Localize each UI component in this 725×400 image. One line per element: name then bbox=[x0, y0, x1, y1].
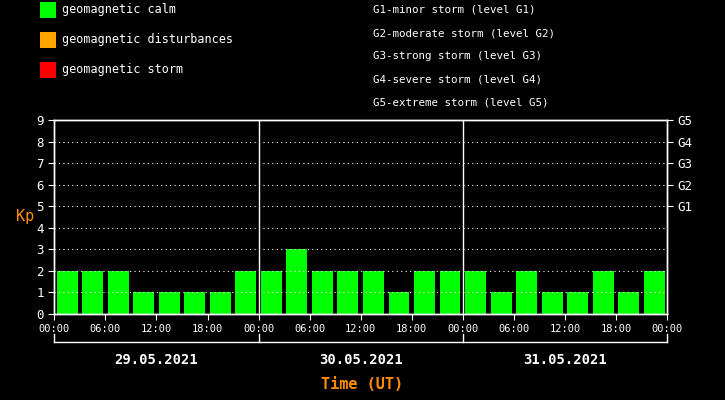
Bar bbox=[389, 292, 410, 314]
Bar bbox=[133, 292, 154, 314]
Bar bbox=[465, 271, 486, 314]
Text: 29.05.2021: 29.05.2021 bbox=[115, 353, 199, 367]
Text: geomagnetic disturbances: geomagnetic disturbances bbox=[62, 34, 233, 46]
Bar bbox=[184, 292, 205, 314]
Bar bbox=[261, 271, 282, 314]
Text: G5-extreme storm (level G5): G5-extreme storm (level G5) bbox=[373, 98, 549, 108]
Text: G4-severe storm (level G4): G4-severe storm (level G4) bbox=[373, 74, 542, 85]
Text: G1-minor storm (level G1): G1-minor storm (level G1) bbox=[373, 5, 536, 15]
Bar bbox=[312, 271, 333, 314]
Text: Time (UT): Time (UT) bbox=[321, 377, 404, 392]
Bar bbox=[108, 271, 128, 314]
Bar bbox=[82, 271, 103, 314]
Bar bbox=[593, 271, 613, 314]
Bar bbox=[159, 292, 180, 314]
Bar bbox=[414, 271, 435, 314]
Bar bbox=[337, 271, 358, 314]
Bar bbox=[516, 271, 537, 314]
Bar bbox=[363, 271, 384, 314]
Bar bbox=[57, 271, 78, 314]
Bar bbox=[618, 292, 639, 314]
Bar bbox=[286, 249, 307, 314]
Text: geomagnetic storm: geomagnetic storm bbox=[62, 64, 183, 76]
Bar bbox=[439, 271, 460, 314]
Text: 30.05.2021: 30.05.2021 bbox=[319, 353, 402, 367]
Text: 31.05.2021: 31.05.2021 bbox=[523, 353, 607, 367]
Text: G3-strong storm (level G3): G3-strong storm (level G3) bbox=[373, 51, 542, 61]
Text: G2-moderate storm (level G2): G2-moderate storm (level G2) bbox=[373, 28, 555, 38]
Bar bbox=[644, 271, 665, 314]
Bar bbox=[542, 292, 563, 314]
Y-axis label: Kp: Kp bbox=[16, 210, 35, 224]
Text: geomagnetic calm: geomagnetic calm bbox=[62, 4, 175, 16]
Bar bbox=[210, 292, 231, 314]
Bar bbox=[236, 271, 256, 314]
Bar bbox=[491, 292, 512, 314]
Bar bbox=[567, 292, 588, 314]
